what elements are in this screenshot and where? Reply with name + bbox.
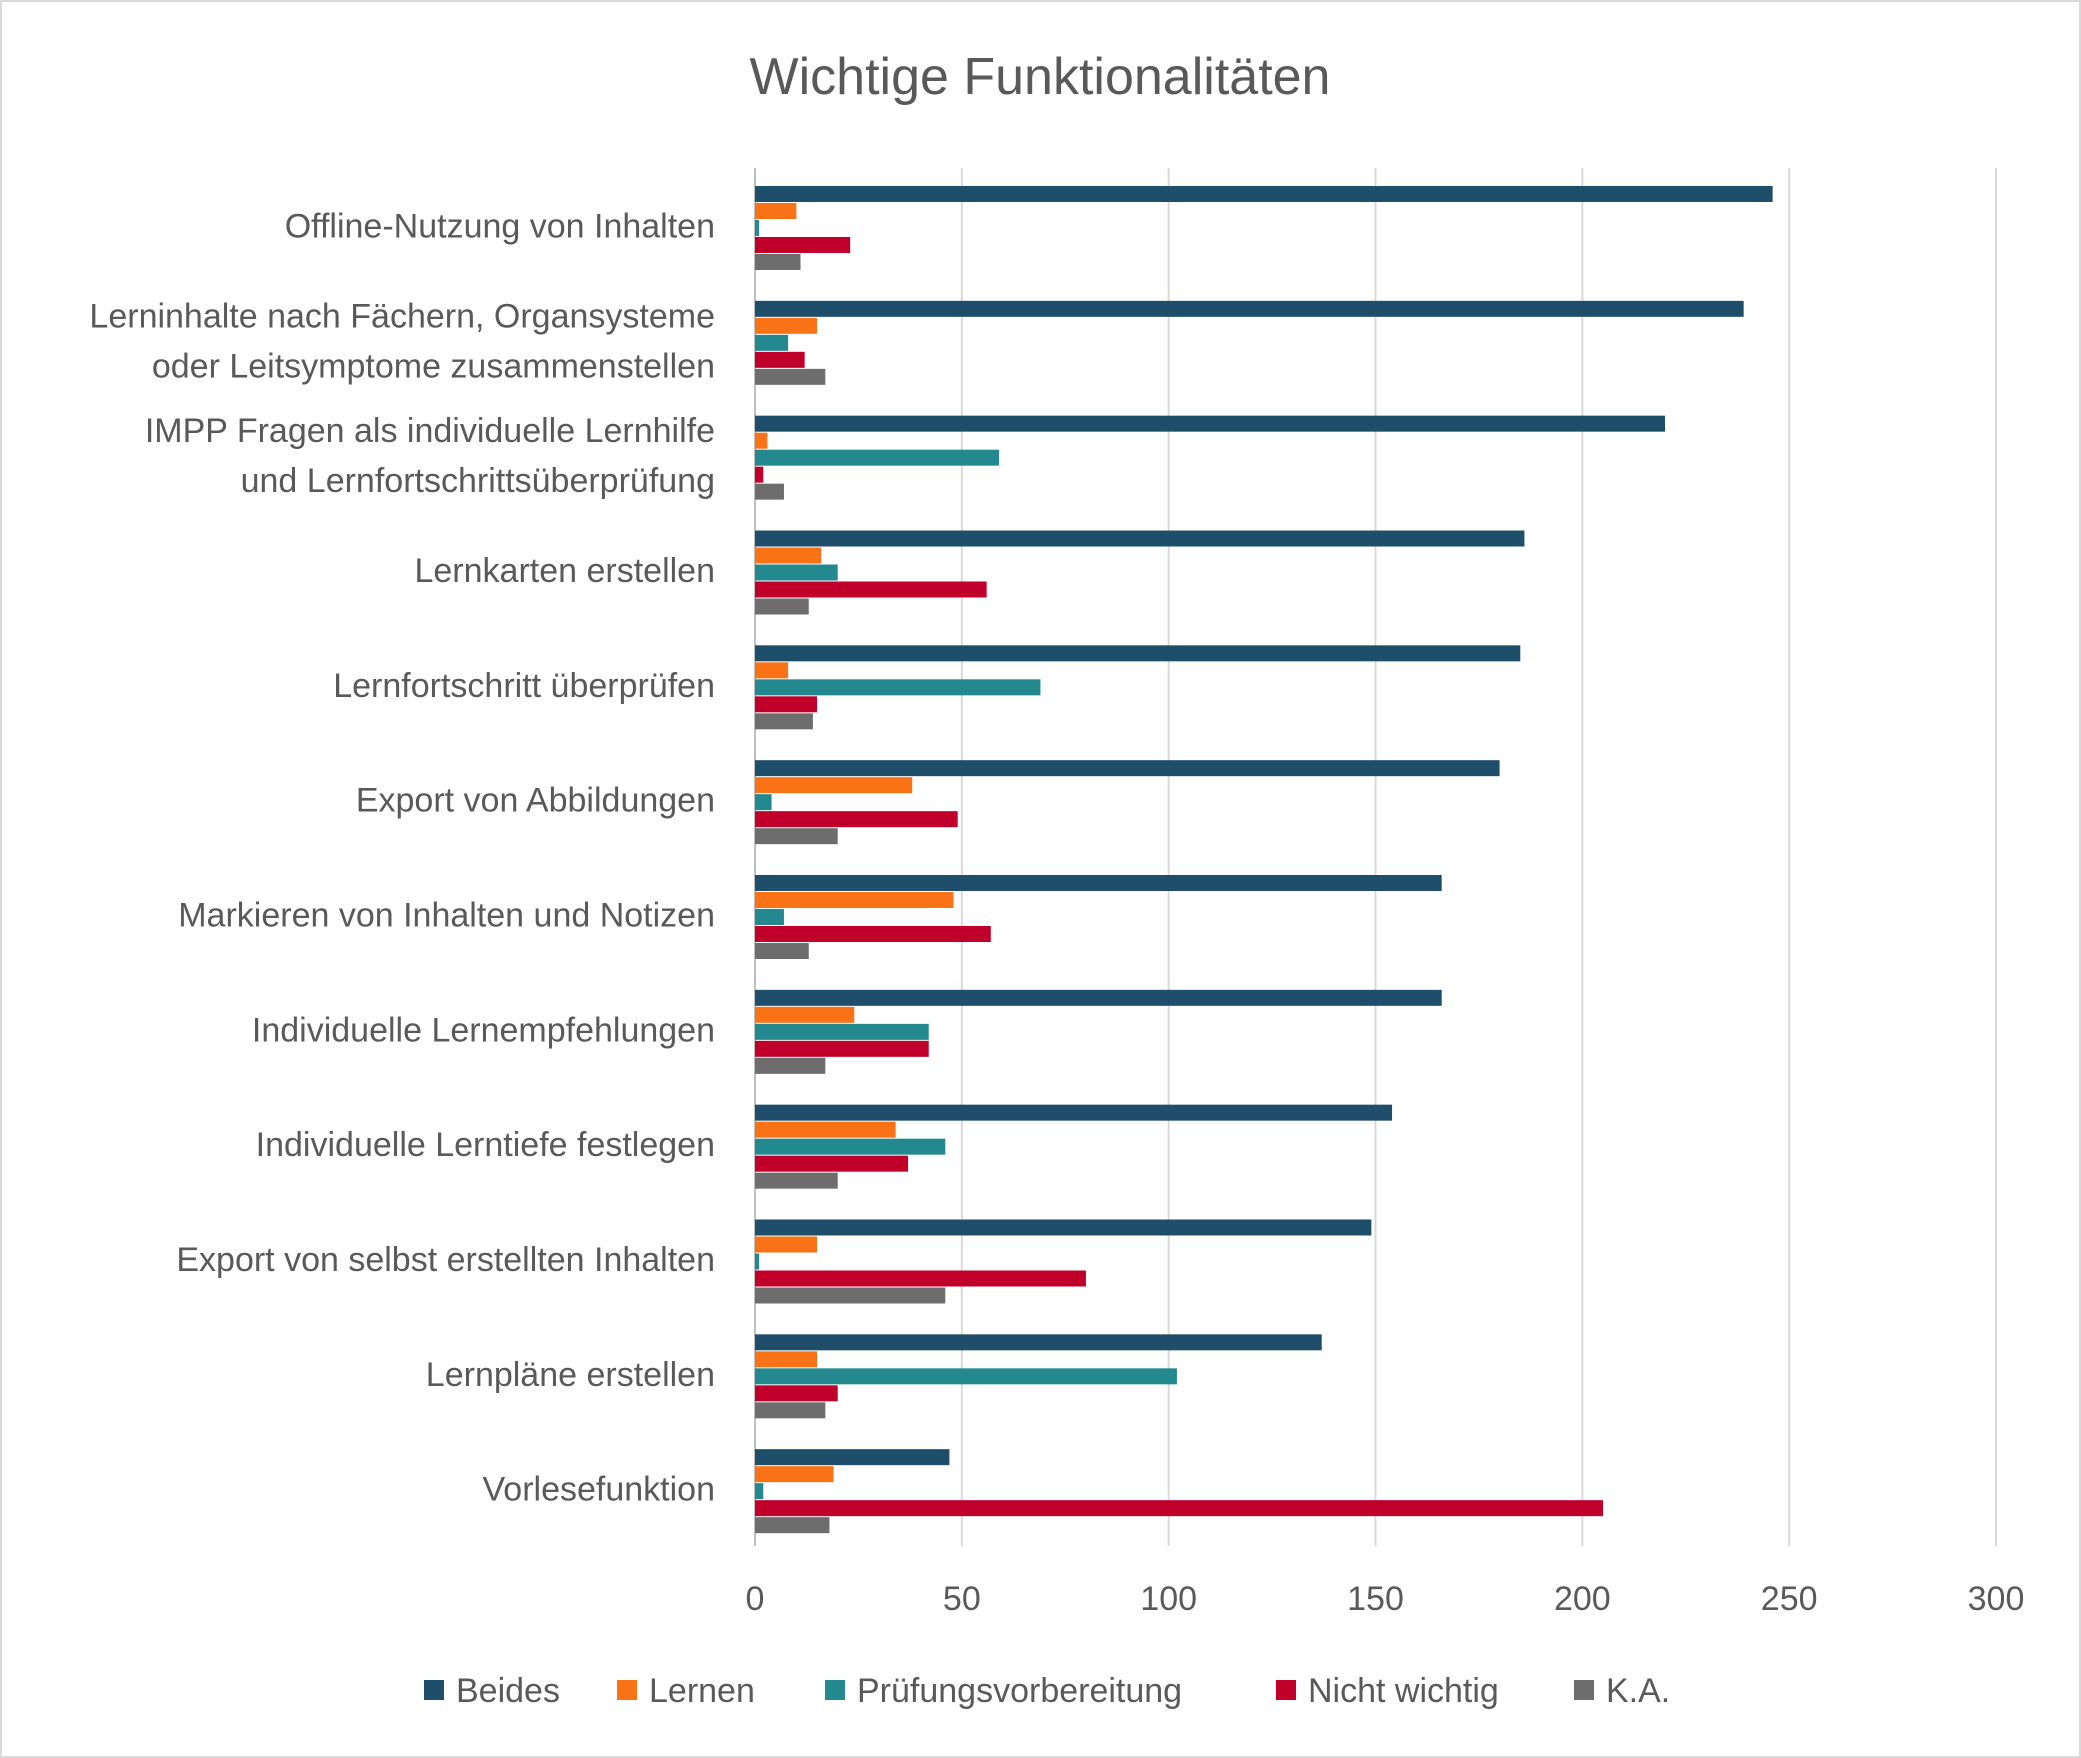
bar-nicht-wichtig bbox=[755, 237, 851, 253]
bar-k-a- bbox=[755, 1057, 826, 1074]
bar-beides bbox=[755, 186, 1773, 202]
legend-swatch bbox=[1574, 1680, 1594, 1700]
bar-beides bbox=[755, 1219, 1372, 1236]
bar-lernen bbox=[755, 203, 797, 219]
bar-lernen bbox=[755, 1121, 896, 1138]
bar-prüfungsvorbereitung bbox=[755, 679, 1041, 696]
x-tick-labels: 0 50 100 150 200 250 300 bbox=[746, 1580, 2025, 1618]
bar-k-a- bbox=[755, 1402, 826, 1419]
bar-nicht-wichtig bbox=[755, 1270, 1086, 1287]
bar-nicht-wichtig bbox=[755, 1040, 929, 1057]
bar-beides bbox=[755, 1334, 1322, 1351]
legend-label: Beides bbox=[456, 1672, 560, 1710]
bar-beides bbox=[755, 415, 1666, 432]
category-label: Offline-Nutzung von Inhalten bbox=[285, 207, 715, 245]
x-tick-label: 100 bbox=[1140, 1580, 1197, 1618]
x-tick-label: 0 bbox=[746, 1580, 765, 1618]
bar-k-a- bbox=[755, 483, 784, 500]
category-label: Lernpläne erstellen bbox=[426, 1356, 715, 1394]
bar-beides bbox=[755, 1104, 1393, 1121]
bar-prüfungsvorbereitung bbox=[755, 1023, 929, 1040]
bars bbox=[755, 186, 1773, 1534]
legend-label: Nicht wichtig bbox=[1308, 1672, 1499, 1710]
bar-nicht-wichtig bbox=[755, 1385, 838, 1402]
bar-beides bbox=[755, 1449, 950, 1466]
legend-swatch bbox=[424, 1680, 444, 1700]
legend-label: K.A. bbox=[1606, 1672, 1670, 1710]
bar-beides bbox=[755, 875, 1442, 891]
bar-prüfungsvorbereitung bbox=[755, 220, 760, 236]
category-label: Individuelle Lernempfehlungen bbox=[252, 1011, 715, 1049]
legend-swatch bbox=[617, 1680, 637, 1700]
bar-lernen bbox=[755, 892, 954, 908]
bar-prüfungsvorbereitung bbox=[755, 1483, 764, 1500]
category-label: Individuelle Lerntiefe festlegen bbox=[256, 1126, 715, 1164]
bar-beides bbox=[755, 989, 1442, 1006]
bar-prüfungsvorbereitung bbox=[755, 334, 789, 351]
category-label: IMPP Fragen als individuelle Lernhilfe bbox=[145, 412, 715, 450]
bar-lernen bbox=[755, 547, 822, 564]
bar-beides bbox=[755, 645, 1521, 662]
bar-nicht-wichtig bbox=[755, 1500, 1604, 1517]
bar-k-a- bbox=[755, 598, 809, 615]
category-label: Export von selbst erstellten Inhalten bbox=[176, 1241, 715, 1279]
category-label: oder Leitsymptome zusammenstellen bbox=[152, 347, 715, 385]
chart-title: Wichtige Funktionalitäten bbox=[750, 48, 1331, 106]
category-label: Markieren von Inhalten und Notizen bbox=[178, 896, 715, 934]
category-label: Lernfortschritt überprüfen bbox=[333, 667, 715, 705]
x-tick-label: 300 bbox=[1968, 1580, 2025, 1618]
legend-label: Lernen bbox=[649, 1672, 755, 1710]
category-label: Export von Abbildungen bbox=[356, 782, 715, 820]
category-label: Vorlesefunktion bbox=[483, 1471, 716, 1509]
bar-k-a- bbox=[755, 254, 801, 270]
bar-nicht-wichtig bbox=[755, 811, 958, 828]
bar-lernen bbox=[755, 662, 789, 679]
bar-nicht-wichtig bbox=[755, 926, 991, 942]
bar-k-a- bbox=[755, 828, 838, 845]
bar-nicht-wichtig bbox=[755, 696, 818, 713]
bar-beides bbox=[755, 760, 1500, 777]
bar-nicht-wichtig bbox=[755, 581, 987, 598]
bar-prüfungsvorbereitung bbox=[755, 1368, 1177, 1385]
x-tick-label: 250 bbox=[1761, 1580, 1818, 1618]
legend: Beides Lernen Prüfungsvorbereitung Nicht wi… bbox=[424, 1672, 1670, 1710]
category-label: Lernkarten erstellen bbox=[414, 552, 715, 590]
gridlines bbox=[754, 168, 1997, 1546]
x-tick-label: 200 bbox=[1554, 1580, 1611, 1618]
bar-k-a- bbox=[755, 1172, 838, 1189]
bar-lernen bbox=[755, 317, 818, 334]
bar-lernen bbox=[755, 1466, 834, 1483]
bar-beides bbox=[755, 300, 1744, 317]
category-labels: Offline-Nutzung von Inhalten Lerninhalte … bbox=[89, 207, 715, 1508]
x-tick-label: 50 bbox=[943, 1580, 981, 1618]
category-label: und Lernfortschrittsüberprüfung bbox=[241, 462, 715, 500]
bar-nicht-wichtig bbox=[755, 466, 764, 483]
bar-prüfungsvorbereitung bbox=[755, 909, 784, 925]
bar-lernen bbox=[755, 1236, 818, 1253]
legend-swatch bbox=[825, 1680, 845, 1700]
category-label: Lerninhalte nach Fächern, Organsysteme bbox=[89, 297, 715, 335]
bar-k-a- bbox=[755, 713, 813, 730]
bar-beides bbox=[755, 530, 1525, 547]
bar-lernen bbox=[755, 432, 768, 449]
bar-lernen bbox=[755, 1006, 855, 1023]
bar-k-a- bbox=[755, 368, 826, 385]
bar-lernen bbox=[755, 777, 913, 794]
bar-nicht-wichtig bbox=[755, 1155, 909, 1172]
x-tick-label: 150 bbox=[1347, 1580, 1404, 1618]
bar-k-a- bbox=[755, 943, 809, 959]
bar-prüfungsvorbereitung bbox=[755, 1253, 760, 1270]
bar-prüfungsvorbereitung bbox=[755, 564, 838, 581]
bar-nicht-wichtig bbox=[755, 351, 805, 368]
bar-k-a- bbox=[755, 1517, 830, 1534]
bar-prüfungsvorbereitung bbox=[755, 1138, 946, 1155]
legend-swatch bbox=[1276, 1680, 1296, 1700]
bar-prüfungsvorbereitung bbox=[755, 794, 772, 811]
bar-lernen bbox=[755, 1351, 818, 1368]
bar-k-a- bbox=[755, 1287, 946, 1304]
bar-prüfungsvorbereitung bbox=[755, 449, 1000, 466]
legend-label: Prüfungsvorbereitung bbox=[857, 1672, 1182, 1710]
